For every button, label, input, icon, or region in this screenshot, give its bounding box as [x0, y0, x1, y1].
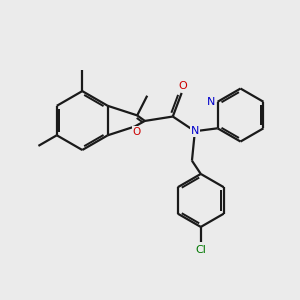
Text: Cl: Cl: [195, 245, 206, 255]
Text: N: N: [191, 126, 199, 136]
Text: N: N: [207, 97, 215, 107]
Text: O: O: [133, 127, 141, 137]
Text: O: O: [179, 81, 188, 91]
